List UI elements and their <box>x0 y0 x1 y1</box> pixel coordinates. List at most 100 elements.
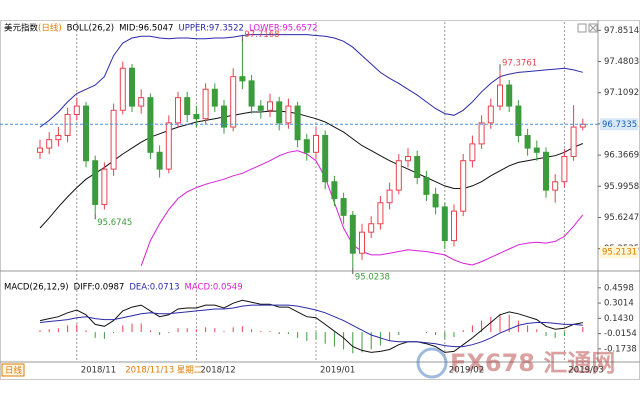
candle-body <box>561 156 568 183</box>
candle-body <box>377 202 384 225</box>
header-label: DIFF:0.0987 <box>74 283 125 293</box>
x-tick-label: 2018/11 <box>81 366 116 376</box>
candle-body <box>349 214 356 254</box>
y-tick-label: 95.6247 <box>604 213 639 223</box>
candle-body <box>359 231 365 254</box>
candle-body <box>156 151 163 170</box>
icon-settings[interactable] <box>577 23 587 33</box>
candle-body <box>92 160 99 205</box>
candle-body <box>46 139 53 149</box>
watermark-logo <box>416 347 448 379</box>
candle-body <box>303 139 310 153</box>
candle-body <box>543 151 549 191</box>
candle-body <box>248 80 255 107</box>
candle-body <box>423 177 430 195</box>
y-tick-label: 0.1430 <box>604 314 634 324</box>
candle-body <box>230 76 237 128</box>
candle-body <box>405 156 411 162</box>
candle-body <box>451 210 457 242</box>
x-tick-label: 2018/12 <box>200 366 235 376</box>
candle-body <box>386 189 393 204</box>
candle-body <box>460 160 467 212</box>
icon-close-x <box>589 24 597 32</box>
candle-body <box>524 134 531 149</box>
candle-body <box>221 105 227 128</box>
y-tick-label: 0.3014 <box>604 299 634 309</box>
header-label: (日线) <box>38 23 62 34</box>
indicator-line <box>39 304 583 348</box>
candle-body <box>368 223 375 233</box>
reference-label: 95.2131 <box>602 248 637 258</box>
candle-body <box>55 134 62 141</box>
watermark: FX678 汇通网 <box>416 347 615 379</box>
last-price-label: 96.7335 <box>602 120 637 130</box>
y-tick-label: 97.4803 <box>604 57 639 67</box>
candle-body <box>83 105 89 162</box>
candle-body <box>239 76 246 82</box>
annotation: 97.7168 <box>244 30 279 40</box>
annotation: 95.0238 <box>355 272 390 282</box>
header-label: LOWER:95.6572 <box>249 24 318 34</box>
candle-body <box>184 97 191 115</box>
candle-body <box>257 105 264 111</box>
candle-body <box>119 67 126 111</box>
candle-body <box>570 126 577 158</box>
indicator-line <box>39 110 583 229</box>
y-tick-label: 96.3669 <box>604 151 639 161</box>
header-label: BOLL(26,2) <box>67 24 114 34</box>
candle-body <box>37 147 43 153</box>
y-tick-label: 95.9958 <box>604 182 639 192</box>
annotation: 95.6745 <box>97 218 132 228</box>
candle-body <box>469 143 476 162</box>
candle-body <box>294 105 301 141</box>
candle-body <box>506 84 513 107</box>
candle-body <box>322 134 329 183</box>
candle-body <box>73 105 80 115</box>
period-label: 日线 <box>5 365 23 376</box>
candle-body <box>331 181 338 200</box>
y-tick-label: 97.8514 <box>604 26 639 36</box>
x-tick-label: 2019/03 <box>568 366 603 376</box>
candle-body <box>276 101 283 124</box>
candle-body <box>147 97 154 153</box>
indicator-line <box>39 299 583 353</box>
candle-body <box>129 67 135 107</box>
toolbar-icons <box>577 23 598 33</box>
candle-body <box>175 97 181 124</box>
candle-body <box>313 134 319 153</box>
y-tick-label: -0.1738 <box>604 344 637 354</box>
candle-body <box>414 156 421 179</box>
candle-body <box>211 88 218 107</box>
x-tick-label: 2019/01 <box>320 366 355 376</box>
chart-title: 美元指数 <box>4 23 39 34</box>
candle-body <box>432 193 439 208</box>
header-label: UPPER:97.3522 <box>178 24 244 34</box>
candle-body <box>441 206 448 242</box>
x-tick-label: 2019/02 <box>449 366 484 376</box>
candle-body <box>478 122 485 145</box>
header-label: DEA:0.0713 <box>129 283 179 293</box>
reference-box <box>600 246 638 259</box>
header-label: MACD:0.0549 <box>185 283 243 293</box>
candle-body <box>340 198 347 216</box>
candle-body <box>395 160 402 191</box>
candle-body <box>533 147 540 153</box>
y-tick-label: 0.4598 <box>604 283 634 293</box>
cursor-date: 2018/11/13 星期二 <box>125 366 203 376</box>
last-price-box <box>600 118 638 131</box>
annotation: 97.3761 <box>502 59 537 69</box>
candle-body <box>138 97 145 107</box>
period-box <box>1 363 25 377</box>
candle-body <box>487 105 494 124</box>
candle-body <box>64 113 71 136</box>
y-tick-label: 97.1092 <box>604 88 639 98</box>
candle-body <box>193 113 200 120</box>
indicator-line <box>39 34 583 128</box>
icon-close[interactable] <box>588 23 598 33</box>
candle-body <box>497 84 503 107</box>
header-label: MACD(26,12,9) <box>4 283 69 293</box>
candle-body <box>285 105 292 124</box>
candle-body <box>515 105 522 136</box>
y-tick-label: -0.0154 <box>604 329 637 339</box>
